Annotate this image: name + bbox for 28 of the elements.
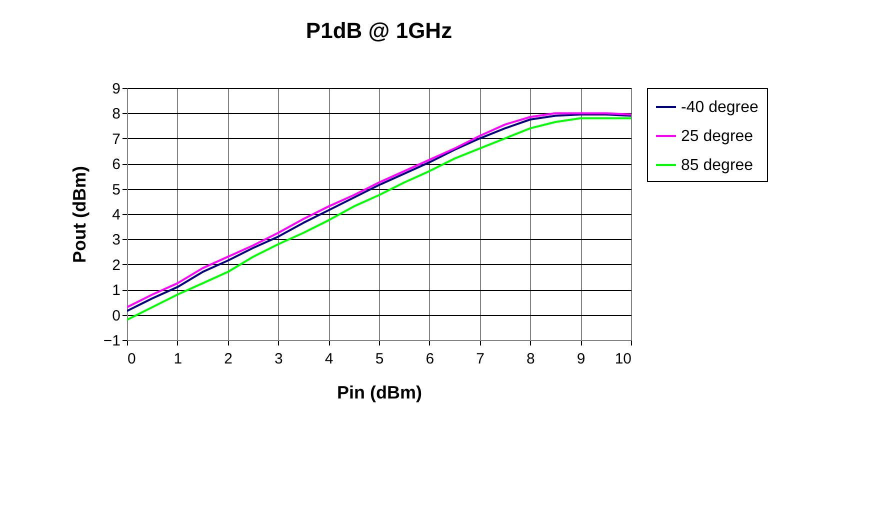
y-tick-label: 6 (112, 156, 120, 174)
y-tick-label: 5 (112, 181, 120, 198)
legend-label: -40 degree (681, 99, 758, 116)
y-tick-label: 8 (112, 106, 120, 123)
x-tick-label: 8 (526, 350, 535, 368)
x-tick-label: 5 (375, 350, 384, 368)
y-tick-label: 0 (112, 307, 120, 324)
x-tick-label: 6 (426, 350, 434, 368)
x-tick-label: 1 (174, 350, 182, 368)
y-tick-label: 4 (112, 206, 120, 224)
x-tick-label: 10 (614, 350, 632, 368)
x-tick-label: 4 (324, 350, 334, 368)
y-tick-label: −1 (103, 332, 120, 350)
y-axis-title: Pout (dBm) (69, 166, 90, 263)
y-tick-label: 3 (112, 232, 120, 249)
x-tick-label: 0 (128, 350, 136, 368)
x-tick-label: 3 (274, 350, 283, 368)
y-tick-label: 9 (112, 80, 120, 98)
legend-label: 85 degree (681, 157, 754, 174)
y-tick-label: 7 (112, 130, 120, 148)
x-tick-label: 2 (224, 350, 232, 368)
x-tick-label: 7 (476, 350, 484, 368)
legend-label: 25 degree (681, 128, 754, 145)
x-axis-title: Pin (dBm) (337, 382, 422, 402)
y-tick-label: 2 (112, 256, 120, 274)
chart-title: P1dB @ 1GHz (306, 18, 452, 43)
y-tick-label: 1 (112, 282, 120, 300)
x-tick-label: 9 (576, 350, 586, 368)
